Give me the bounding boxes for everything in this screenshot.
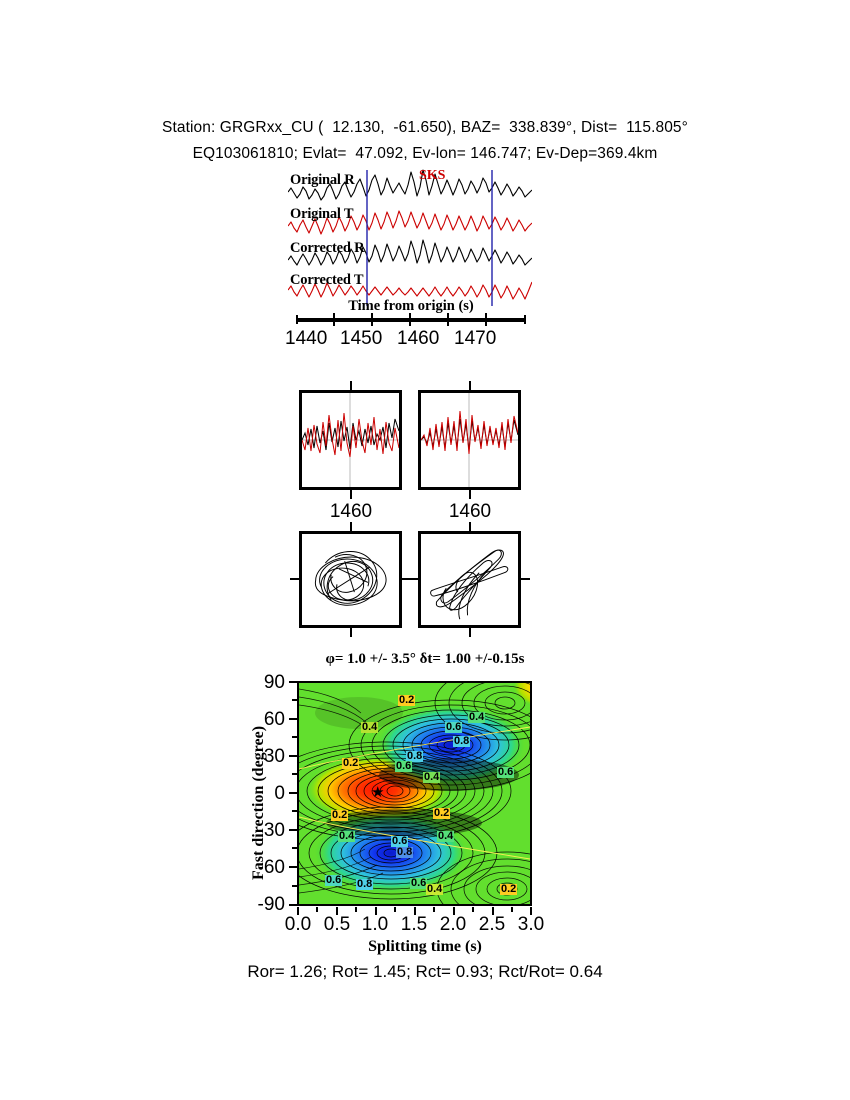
contour-label: 0.8 [406, 750, 424, 762]
event-info-line: EQ103061810; Evlat= 47.092, Ev-lon= 146.… [192, 145, 658, 162]
y-tick-0: 0 [274, 783, 285, 804]
y-tick-m30: -30 [257, 820, 285, 841]
time-tick-1450: 1450 [340, 328, 383, 349]
x-tick-3-0: 3.0 [517, 914, 545, 935]
time-axis-title: Time from origin (s) [348, 298, 474, 314]
contour-label: 0.4 [468, 711, 486, 723]
y-tick-m90: -90 [257, 894, 285, 915]
time-axis-tick-labels: 1440 1450 1460 1470 [276, 328, 546, 354]
y-tick-60: 60 [263, 709, 285, 730]
contour-label: 0.2 [331, 809, 349, 821]
y-tick-m60: -60 [257, 857, 285, 878]
trace-label-corrected-r: Corrected R [290, 240, 365, 256]
zoom-left-tick-label: 1460 [329, 501, 373, 522]
trace-label-original-t: Original T [290, 206, 354, 222]
contour-label: 0.2 [398, 694, 416, 706]
trace-label-corrected-t: Corrected T [290, 272, 364, 288]
time-tick-1440: 1440 [285, 328, 328, 349]
x-tick-0-5: 0.5 [323, 914, 351, 935]
zoom-left-traces [301, 393, 400, 487]
x-tick-2-5: 2.5 [478, 914, 506, 935]
contour-canvas: ★ [297, 681, 532, 906]
x-tick-1-5: 1.5 [400, 914, 428, 935]
splitting-parameters-title: φ= 1.0 +/- 3.5° δt= 1.00 +/-0.15s [325, 651, 525, 667]
contour-label: 0.8 [453, 735, 471, 747]
contour-x-axis-label: Splitting time (s) [368, 938, 482, 955]
best-fit-star-marker: ★ [371, 784, 385, 801]
trace-label-original-r: Original R [290, 172, 355, 188]
zoom-waveform-panel-right [418, 390, 521, 490]
y-tick-30: 30 [263, 746, 285, 767]
y-tick-90: 90 [263, 672, 285, 693]
waveform-panel: SKS Original R Original T Corrected R Co… [288, 166, 532, 306]
contour-label: 0.4 [361, 721, 379, 733]
contour-label: 0.4 [437, 830, 455, 842]
particle-motion-panel-uncorrected [299, 531, 402, 628]
contour-label: 0.4 [423, 771, 441, 783]
zoom-waveform-panel-left [299, 390, 402, 490]
particle-motion-panel-corrected [418, 531, 521, 628]
time-tick-1470: 1470 [454, 328, 497, 349]
zoom-right-traces [420, 393, 519, 487]
station-info-line: Station: GRGRxx_CU ( 12.130, -61.650), B… [162, 119, 688, 136]
hodogram-uncorrected [314, 551, 387, 606]
contour-label: 0.6 [325, 874, 343, 886]
contour-label: 0.6 [497, 766, 515, 778]
waveform-traces [288, 169, 532, 306]
zoom-right-tick-label: 1460 [448, 501, 492, 522]
contour-label: 0.6 [391, 835, 409, 847]
contour-label: 0.4 [338, 830, 356, 842]
time-tick-1460: 1460 [397, 328, 440, 349]
contour-label: 0.6 [395, 760, 413, 772]
hodogram-corrected [430, 549, 509, 620]
x-tick-2-0: 2.0 [439, 914, 467, 935]
contour-label: 0.6 [445, 721, 463, 733]
contour-field [299, 683, 530, 904]
quality-statistics-line: Ror= 1.26; Rot= 1.45; Rct= 0.93; Rct/Rot… [247, 962, 603, 981]
contour-label: 0.6 [410, 877, 428, 889]
contour-label: 0.2 [433, 807, 451, 819]
x-tick-1-0: 1.0 [361, 914, 389, 935]
contour-label: 0.4 [426, 883, 444, 895]
energy-contour-plot: ★ 0.2 0.4 0.6 0.8 0.4 0.8 0.6 0.2 0.4 0.… [297, 681, 532, 906]
contour-label: 0.8 [396, 846, 414, 858]
contour-label: 0.8 [356, 878, 374, 890]
sks-phase-label: SKS [419, 168, 446, 183]
contour-label: 0.2 [500, 883, 518, 895]
contour-label: 0.2 [342, 757, 360, 769]
time-axis [288, 312, 534, 328]
x-tick-0-0: 0.0 [284, 914, 312, 935]
